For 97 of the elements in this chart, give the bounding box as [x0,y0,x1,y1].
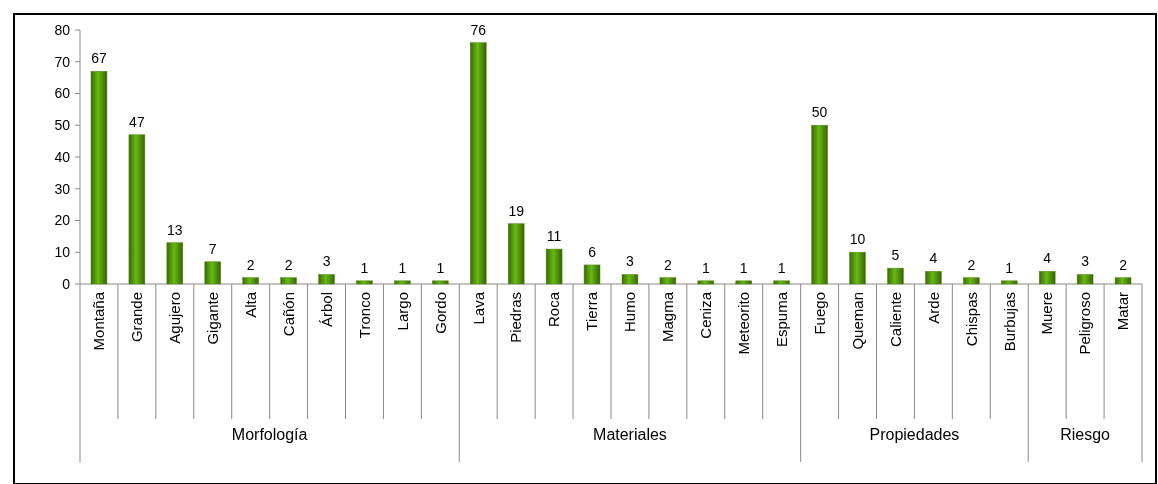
bar [1076,274,1094,285]
bar [128,134,146,285]
x-tick-label: Lava [469,291,487,325]
y-tick-label: 30 [54,180,71,197]
y-tick-label: 20 [54,212,71,229]
data-label: 67 [91,50,107,67]
y-tick-label: 80 [54,21,71,38]
bar [280,277,297,285]
data-label: 7 [208,240,217,257]
bar [659,277,677,285]
bar [1114,277,1132,285]
x-tick-label: Fuego [810,292,828,335]
bar [432,280,449,285]
bar [204,261,221,285]
x-tick-label: Gigante [204,292,221,345]
y-tick-label: 40 [54,148,71,165]
data-label: 11 [546,228,562,245]
data-label: 1 [398,259,407,276]
bar [394,280,411,285]
bar [90,71,108,285]
data-label: 2 [1119,256,1128,273]
x-tick-label: Alta [241,291,259,318]
data-label: 4 [929,250,938,267]
y-tick-label: 50 [54,117,71,134]
x-tick-label: Ceniza [697,291,715,339]
x-tick-label: Arde [924,292,942,324]
x-tick-label: Cañón [279,292,297,337]
data-label: 47 [129,113,145,130]
x-tick-label: Magma [659,291,677,343]
x-tick-label: Largo [393,292,411,331]
x-tick-label: Caliente [886,292,904,348]
bar [621,274,639,285]
bar [697,280,715,285]
x-tick-label: Montaña [90,291,108,351]
x-tick-label: Piedras [507,292,525,343]
data-label: 19 [508,202,525,219]
data-label: 10 [849,231,866,248]
bar [318,274,335,285]
data-label: 2 [967,256,976,273]
data-label: 1 [701,259,710,276]
data-label: 1 [1005,259,1014,276]
bar [735,280,752,285]
x-tick-label: Grande [128,292,146,343]
data-label: 1 [360,259,369,276]
x-tick-label: Matar [1114,292,1132,331]
bar [470,42,487,285]
x-tick-label: Queman [848,292,866,350]
x-tick-label: Tronco [355,292,373,339]
data-label: 1 [739,259,748,276]
x-tick-label: Chispas [962,292,980,347]
x-tick-label: Burbujas [1000,292,1018,352]
bar [242,277,259,285]
text: Propiedades [869,426,960,443]
bar [583,264,601,285]
data-label: 50 [811,104,828,121]
bar [849,252,866,285]
bar [545,248,563,285]
bar [507,223,525,285]
data-label: 3 [626,253,635,270]
data-label: 6 [588,243,597,260]
y-tick-label: 0 [62,275,71,292]
x-tick-label: Espuma [772,291,790,348]
bar [1001,280,1018,285]
data-label: 2 [284,256,293,273]
data-label: 2 [663,256,672,273]
x-tick-label: Agujero [166,292,184,344]
bar [356,280,373,285]
text: Materiales [593,426,667,443]
bar [1038,271,1056,285]
data-label: 1 [777,259,786,276]
data-label: 76 [470,21,487,38]
data-label: 5 [891,247,900,264]
x-tick-label: Peligroso [1076,292,1094,355]
data-label: 4 [1043,250,1052,267]
y-tick-label: 70 [54,53,71,70]
text: Morfología [231,426,308,443]
data-label: 1 [436,259,445,276]
bar [925,271,942,285]
bar [166,242,184,285]
y-tick-label: 10 [54,244,71,261]
bar [887,267,904,285]
data-label: 2 [246,256,255,273]
x-tick-label: Gordo [431,292,449,334]
data-label: 3 [322,253,331,270]
data-label: 3 [1081,253,1090,270]
x-tick-label: Humo [621,292,639,333]
x-tick-label: Árbol [317,292,335,328]
x-tick-label: Tierra [583,291,601,331]
x-tick-label: Roca [545,291,563,328]
x-tick-label: Meteorito [735,292,752,355]
bar [811,125,828,285]
bar [963,277,980,285]
data-label: 13 [167,221,183,238]
y-tick-label: 60 [54,85,71,102]
x-tick-label: Muere [1038,292,1056,335]
bar [773,280,790,285]
text: Riesgo [1060,426,1111,443]
